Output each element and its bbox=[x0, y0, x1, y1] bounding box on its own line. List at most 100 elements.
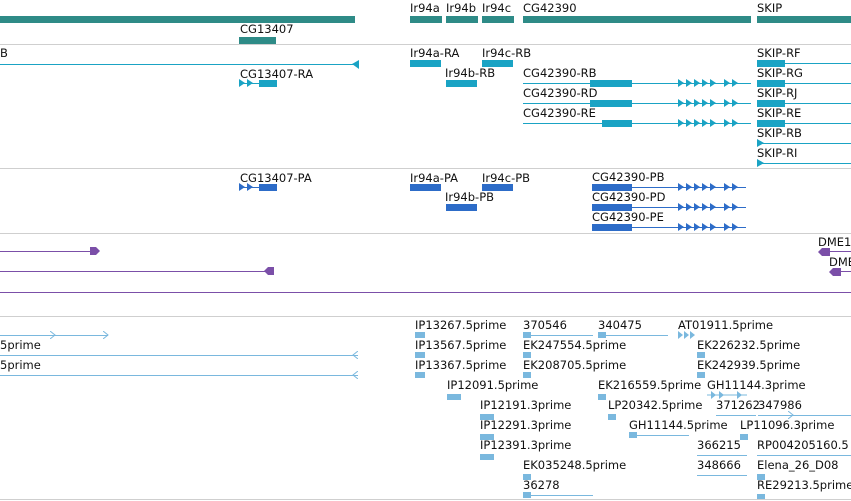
est-bar-ek208705[interactable] bbox=[523, 372, 531, 378]
protein-exon-ir94b-pb[interactable] bbox=[446, 204, 477, 211]
est-bar-ek216559[interactable] bbox=[598, 394, 606, 400]
transcript-exon-cg42390-rb[interactable] bbox=[590, 80, 632, 87]
est-bar-340475[interactable] bbox=[598, 332, 606, 338]
protein-exon-cg42390-pd[interactable] bbox=[592, 204, 632, 211]
est-bar-re29213[interactable] bbox=[757, 494, 765, 500]
est-bar-ip12391[interactable] bbox=[480, 454, 494, 460]
est-bar-ek226232[interactable] bbox=[697, 352, 705, 358]
gene-bar-cg13407[interactable] bbox=[239, 37, 276, 44]
est-label-ip13367: IP13367.5prime bbox=[415, 358, 507, 372]
transcript-exon-ir94b-rb[interactable] bbox=[446, 80, 477, 87]
transcript-line-skip-rj[interactable] bbox=[785, 103, 851, 104]
alignment-line-2[interactable] bbox=[0, 271, 270, 272]
gene-bar-skip[interactable] bbox=[757, 16, 851, 23]
protein-line-cg13407-pa[interactable] bbox=[239, 187, 277, 188]
transcript-line-cg13407-ra[interactable] bbox=[239, 83, 277, 84]
gene-label-ir94c: Ir94c bbox=[482, 1, 512, 15]
transcript-line-cg42390-rd[interactable] bbox=[523, 103, 751, 104]
alignment-line-dme1[interactable] bbox=[828, 251, 851, 252]
transcript-exon-skip-rj[interactable] bbox=[757, 100, 785, 107]
transcript-exon-skip-re[interactable] bbox=[757, 120, 785, 127]
est-line-36278[interactable] bbox=[523, 495, 593, 496]
transcript-line-skip-rg[interactable] bbox=[785, 83, 851, 84]
est-bar-ek247554[interactable] bbox=[523, 352, 531, 358]
arrow-glyph bbox=[686, 99, 692, 107]
est-bar-lp20342[interactable] bbox=[608, 414, 616, 420]
track-divider bbox=[0, 499, 851, 500]
est-line-366215[interactable] bbox=[697, 455, 747, 456]
alignment-line-3[interactable] bbox=[0, 292, 851, 293]
arrow-glyph bbox=[678, 119, 684, 127]
protein-line-cg42390-pd[interactable] bbox=[592, 207, 746, 208]
est-bar-ip12191[interactable] bbox=[480, 414, 494, 420]
est-label-re29213: RE29213.5prime bbox=[757, 478, 851, 492]
alignment-line-dme2[interactable] bbox=[839, 271, 851, 272]
est-line-340475[interactable] bbox=[598, 335, 668, 336]
transcript-line-cg42390-re[interactable] bbox=[523, 123, 751, 124]
est-bar-lp11096[interactable] bbox=[740, 434, 748, 440]
est-bar-elena[interactable] bbox=[757, 474, 765, 480]
protein-line-cg42390-pe[interactable] bbox=[592, 227, 746, 228]
est-bar-36278[interactable] bbox=[523, 492, 531, 498]
est-line-left-3[interactable] bbox=[0, 375, 358, 376]
est-bar-ip12291[interactable] bbox=[480, 434, 494, 440]
transcript-exon-cg42390-re[interactable] bbox=[602, 120, 632, 127]
est-bar-gh11144-5[interactable] bbox=[629, 432, 637, 438]
est-label-36278: 36278 bbox=[523, 478, 560, 492]
protein-arrows-cg42390-pd bbox=[678, 203, 738, 211]
transcript-exon-cg13407-ra[interactable] bbox=[259, 80, 277, 87]
transcript-exon-ir94c-rb[interactable] bbox=[482, 60, 513, 67]
transcript-line-partial[interactable] bbox=[0, 64, 356, 65]
est-bar-ip12091[interactable] bbox=[447, 394, 461, 400]
gene-label-ir94b: Ir94b bbox=[446, 1, 477, 15]
arrow-glyph bbox=[686, 119, 692, 127]
est-label-ek035248: EK035248.5prime bbox=[523, 458, 627, 472]
gene-bar-ir94c[interactable] bbox=[482, 16, 514, 23]
transcript-exon-skip-rf[interactable] bbox=[757, 60, 785, 67]
transcript-arrows-cg42390-rb bbox=[678, 79, 738, 87]
transcript-exon-cg42390-rd[interactable] bbox=[590, 100, 632, 107]
protein-label-ir94b-pb: Ir94b-PB bbox=[445, 190, 495, 204]
est-bar-ek035248[interactable] bbox=[523, 474, 531, 480]
est-bar-ek242939[interactable] bbox=[697, 372, 705, 378]
est-line-370546[interactable] bbox=[523, 335, 593, 336]
est-bar-370546[interactable] bbox=[523, 332, 531, 338]
transcript-exon-skip-rg[interactable] bbox=[757, 80, 785, 87]
est-line-371262[interactable] bbox=[716, 415, 756, 416]
est-line-rp004205160[interactable] bbox=[757, 455, 851, 456]
est-label-ek242939: EK242939.5prime bbox=[697, 358, 801, 372]
protein-label-ir94c-pb: Ir94c-PB bbox=[482, 171, 531, 185]
transcript-line-cg42390-rb[interactable] bbox=[523, 83, 751, 84]
transcript-line-skip-rf[interactable] bbox=[785, 63, 851, 64]
est-bar-ip13567[interactable] bbox=[415, 352, 425, 358]
est-line-gh11144-5[interactable] bbox=[629, 435, 689, 436]
est-bar-ip13367[interactable] bbox=[415, 372, 425, 378]
alignment-line-1[interactable] bbox=[0, 251, 96, 252]
transcript-exon-ir94a-ra[interactable] bbox=[410, 60, 441, 67]
protein-exon-ir94c-pb[interactable] bbox=[482, 184, 513, 191]
arrow-glyph bbox=[710, 223, 716, 231]
gene-label-skip: SKIP bbox=[757, 1, 783, 15]
est-label-366215: 366215 bbox=[697, 438, 741, 452]
protein-exon-cg42390-pb[interactable] bbox=[592, 184, 632, 191]
protein-label-cg42390-pe: CG42390-PE bbox=[592, 210, 664, 224]
gene-bar-ir94a[interactable] bbox=[410, 16, 442, 23]
protein-line-cg42390-pb[interactable] bbox=[592, 187, 746, 188]
protein-exon-cg13407-pa[interactable] bbox=[259, 184, 277, 191]
protein-exon-cg42390-pe[interactable] bbox=[592, 224, 632, 231]
gene-bar-left[interactable] bbox=[0, 16, 355, 23]
arrow-glyph bbox=[710, 99, 716, 107]
est-line-347986[interactable] bbox=[758, 415, 851, 416]
transcript-line-skip-ri[interactable] bbox=[757, 163, 851, 164]
est-label-gh11144-5: GH11144.5prime bbox=[629, 418, 728, 432]
est-line-348666[interactable] bbox=[697, 475, 747, 476]
gene-bar-cg42390[interactable] bbox=[523, 16, 751, 23]
est-bar-ip13267[interactable] bbox=[415, 332, 425, 338]
protein-exon-ir94a-pa[interactable] bbox=[410, 184, 441, 191]
transcript-line-skip-rb[interactable] bbox=[757, 143, 851, 144]
arrow-glyph bbox=[678, 183, 684, 191]
transcript-line-skip-re[interactable] bbox=[785, 123, 851, 124]
gene-bar-ir94b[interactable] bbox=[446, 16, 478, 23]
est-line-left-2[interactable] bbox=[0, 355, 358, 356]
track-divider bbox=[0, 44, 851, 45]
